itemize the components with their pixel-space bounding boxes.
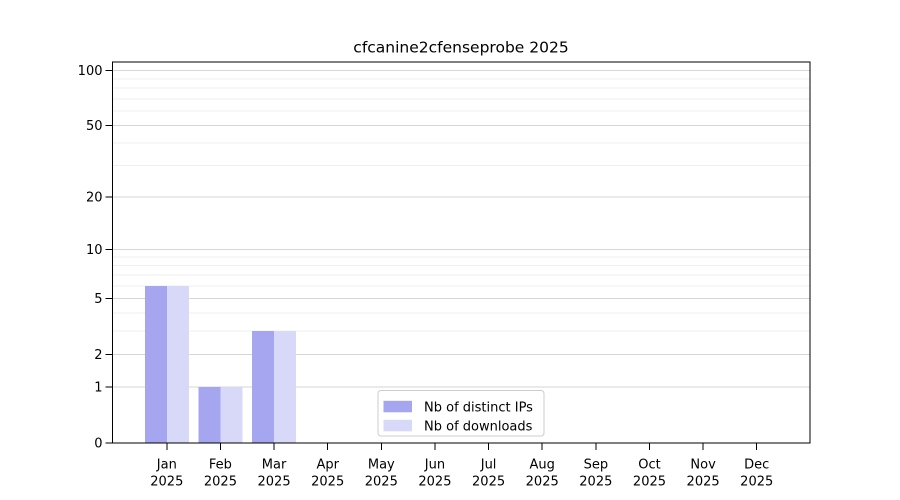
- x-tick-label-year-jul-2025: 2025: [472, 475, 505, 490]
- bar-nb-of-downloads-mar-2025: [274, 331, 297, 443]
- x-tick-label-month-dec-2025: Dec: [744, 458, 769, 473]
- y-tick-label-100: 100: [78, 64, 103, 79]
- x-tick-label-month-jul-2025: Jul: [480, 458, 497, 473]
- x-tick-label-month-jan-2025: Jan: [156, 458, 177, 473]
- legend-swatch-distinct-ips: [383, 400, 412, 413]
- x-tick-label-month-feb-2025: Feb: [209, 458, 232, 473]
- legend: Nb of distinct IPs Nb of downloads: [377, 390, 545, 437]
- x-tick-label-month-aug-2025: Aug: [530, 458, 555, 473]
- y-tick-label-2: 2: [94, 348, 102, 363]
- legend-label-downloads: Nb of downloads: [424, 419, 533, 434]
- x-tick-label-year-aug-2025: 2025: [526, 475, 559, 490]
- x-tick-label-year-feb-2025: 2025: [204, 475, 237, 490]
- plot-frame: [112, 61, 811, 444]
- bar-nb-of-distinct-ips-feb-2025: [198, 387, 221, 443]
- x-tick-label-year-apr-2025: 2025: [311, 475, 344, 490]
- legend-label-distinct-ips: Nb of distinct IPs: [424, 400, 533, 415]
- x-tick-label-month-jun-2025: Jun: [424, 458, 445, 473]
- plot-area: 0 1 2 5 10 20 50 100 Jan 2025 Feb 2025 Mar 2025 Apr 202…: [78, 61, 811, 490]
- bar-nb-of-downloads-feb-2025: [220, 387, 243, 443]
- y-tick-label-20: 20: [86, 191, 103, 206]
- x-tick-label-year-may-2025: 2025: [365, 475, 398, 490]
- bar-nb-of-distinct-ips-mar-2025: [252, 331, 275, 443]
- bar-nb-of-downloads-jan-2025: [166, 285, 189, 443]
- x-tick-label-year-jan-2025: 2025: [150, 475, 183, 490]
- x-tick-label-month-nov-2025: Nov: [690, 458, 716, 473]
- x-tick-label-year-sep-2025: 2025: [579, 475, 612, 490]
- x-tick-label-month-oct-2025: Oct: [638, 458, 660, 473]
- x-tick-label-year-mar-2025: 2025: [258, 475, 291, 490]
- x-tick-label-year-jun-2025: 2025: [418, 475, 451, 490]
- chart-title: cfcanine2cfenseprobe 2025: [353, 39, 568, 57]
- legend-box: [377, 390, 545, 437]
- x-tick-label-month-mar-2025: Mar: [262, 458, 287, 473]
- x-tick-label-month-apr-2025: Apr: [316, 458, 339, 473]
- y-tick-label-5: 5: [94, 292, 102, 307]
- y-tick-label-1: 1: [94, 381, 102, 396]
- legend-swatch-downloads: [383, 419, 412, 432]
- x-tick-label-year-nov-2025: 2025: [687, 475, 720, 490]
- y-tick-label-50: 50: [86, 119, 103, 134]
- x-tick-label-year-oct-2025: 2025: [633, 475, 666, 490]
- y-tick-label-10: 10: [86, 243, 103, 258]
- x-tick-label-month-sep-2025: Sep: [584, 458, 609, 473]
- y-tick-label-0: 0: [94, 437, 102, 452]
- x-tick-label-year-dec-2025: 2025: [740, 475, 773, 490]
- bar-nb-of-distinct-ips-jan-2025: [144, 285, 167, 443]
- x-tick-label-month-may-2025: May: [368, 458, 395, 473]
